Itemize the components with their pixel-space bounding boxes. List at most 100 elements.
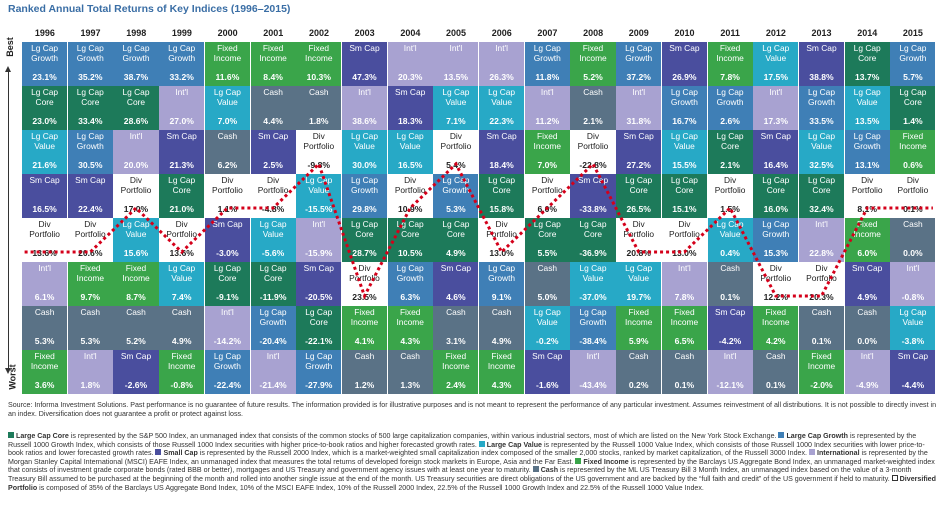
cell-asset-name: Lg Cap Core bbox=[533, 219, 561, 239]
cell-2007-rank-3: Fixed Income 7.0% bbox=[524, 130, 570, 174]
legend-swatch bbox=[575, 457, 582, 464]
cell-2015-rank-7: Lg Cap Value -3.8% bbox=[890, 306, 936, 350]
cell-asset-name: Lg Cap Growth bbox=[533, 43, 561, 63]
cell-asset-name: Lg Cap Value bbox=[350, 131, 378, 151]
cell-return-value: 26.3% bbox=[489, 72, 514, 82]
cell-2001-rank-1: Fixed Income 8.4% bbox=[250, 42, 296, 86]
cell-asset-name: Lg Cap Growth bbox=[259, 307, 287, 327]
cell-asset-name: Div Portfolio bbox=[851, 175, 883, 195]
cell-return-value: 18.3% bbox=[398, 116, 423, 126]
cell-2002-rank-1: Fixed Income 10.3% bbox=[296, 42, 342, 86]
cell-asset-name: Lg Cap Growth bbox=[807, 87, 835, 107]
cell-asset-name: Sm Cap bbox=[440, 263, 472, 273]
cell-1999-rank-2: Int'l 27.0% bbox=[159, 86, 205, 130]
cell-asset-name: Lg Cap Value bbox=[31, 131, 59, 151]
legend-term: Fixed Income bbox=[583, 457, 629, 466]
cell-return-value: 22.4% bbox=[78, 204, 103, 214]
cell-2001-rank-2: Cash 4.4% bbox=[250, 86, 296, 130]
cell-asset-name: Lg Cap Growth bbox=[31, 43, 59, 63]
cell-return-value: 15.5% bbox=[672, 160, 697, 170]
cell-asset-name: Fixed Income bbox=[533, 131, 562, 151]
cell-asset-name: Div Portfolio bbox=[349, 263, 380, 283]
cell-asset-name: Fixed Income bbox=[30, 351, 59, 371]
cell-asset-name: Lg Cap Value bbox=[305, 175, 333, 195]
cell-asset-name: Fixed Income bbox=[122, 263, 150, 283]
cell-asset-name: Fixed Income bbox=[259, 43, 287, 63]
cell-return-value: -2.0% bbox=[810, 380, 833, 390]
cell-return-value: 3.1% bbox=[446, 336, 466, 346]
cell-return-value: -21.4% bbox=[259, 380, 287, 390]
cell-1996-rank-4: Sm Cap 16.5% bbox=[22, 174, 68, 218]
year-label-2012: 2012 bbox=[765, 28, 786, 38]
cell-return-value: 22.8% bbox=[809, 248, 834, 258]
cell-return-value: 5.7% bbox=[903, 72, 923, 82]
cell-2004-rank-2: Sm Cap 18.3% bbox=[387, 86, 433, 130]
cell-return-value: 4.3% bbox=[491, 380, 512, 390]
worst-label: Worst bbox=[7, 364, 18, 390]
cell-2009-rank-4: Lg Cap Core 26.5% bbox=[616, 174, 662, 218]
cell-return-value: 1.1% bbox=[217, 204, 238, 214]
legend-swatch bbox=[8, 432, 14, 438]
cell-return-value: 2.6% bbox=[720, 116, 740, 126]
legend-description: is represented by the Russell 1000 Growt… bbox=[8, 432, 917, 449]
cell-2012-rank-6: Div Portfolio 12.2% bbox=[753, 262, 799, 306]
cell-return-value: -11.9% bbox=[259, 292, 287, 302]
cell-return-value: 18.4% bbox=[489, 160, 514, 170]
cell-return-value: 13.0% bbox=[489, 248, 514, 258]
cell-return-value: 8.7% bbox=[126, 292, 146, 302]
cell-asset-name: Lg Cap Growth bbox=[76, 43, 104, 63]
returns-grid: Lg Cap Growth 23.1% Lg Cap Core 23.0% Lg Cap… bbox=[22, 42, 936, 394]
cell-2000-rank-2: Lg Cap Value 7.0% bbox=[204, 86, 250, 130]
cell-return-value: -12.1% bbox=[716, 380, 744, 390]
cell-2001-rank-5: Lg Cap Value -5.6% bbox=[250, 218, 296, 262]
cell-asset-name: Fixed Income bbox=[899, 131, 927, 151]
cell-2001-rank-8: Int'l -21.4% bbox=[250, 350, 296, 394]
cell-1997-rank-2: Lg Cap Core 33.4% bbox=[67, 86, 113, 130]
cell-asset-name: Lg Cap Growth bbox=[625, 43, 653, 63]
cell-return-value: 6.3% bbox=[400, 292, 420, 302]
cell-asset-name: Cash bbox=[583, 87, 603, 97]
legend-swatch bbox=[532, 466, 539, 473]
cell-2014-rank-3: Lg Cap Growth 13.1% bbox=[844, 130, 890, 174]
cell-asset-name: Cash bbox=[309, 87, 329, 97]
cell-asset-name: Div Portfolio bbox=[897, 175, 929, 195]
cell-return-value: 4.1% bbox=[354, 336, 375, 346]
cell-1999-rank-3: Sm Cap 21.3% bbox=[159, 130, 205, 174]
cell-return-value: 29.8% bbox=[352, 204, 377, 214]
cell-asset-name: Sm Cap bbox=[303, 263, 334, 273]
cell-asset-name: Sm Cap bbox=[623, 131, 654, 141]
cell-2005-rank-5: Lg Cap Core 4.9% bbox=[433, 218, 479, 262]
cell-return-value: 5.3% bbox=[80, 336, 101, 346]
cell-return-value: 20.6% bbox=[78, 248, 103, 258]
cell-asset-name: Fixed Income bbox=[350, 307, 379, 327]
cell-return-value: 47.3% bbox=[352, 72, 377, 82]
cell-2003-rank-8: Cash 1.2% bbox=[341, 350, 388, 394]
cell-asset-name: Sm Cap bbox=[212, 219, 243, 229]
cell-return-value: 1.4% bbox=[903, 116, 923, 126]
cell-2010-rank-2: Lg Cap Growth 16.7% bbox=[661, 86, 707, 130]
cell-return-value: 30.0% bbox=[352, 160, 377, 170]
cell-2006-rank-2: Lg Cap Value 22.3% bbox=[479, 86, 525, 130]
cell-2012-rank-8: Cash 0.1% bbox=[753, 350, 799, 394]
cell-asset-name: Int'l bbox=[403, 43, 417, 53]
cell-1998-rank-6: Fixed Income 8.7% bbox=[113, 262, 159, 306]
cell-return-value: 38.7% bbox=[123, 72, 149, 82]
cell-return-value: 20.8% bbox=[626, 248, 651, 258]
cell-asset-name: Lg Cap Growth bbox=[305, 351, 333, 371]
cell-1998-rank-8: Sm Cap -2.6% bbox=[113, 350, 159, 394]
cell-2002-rank-6: Sm Cap -20.5% bbox=[296, 262, 342, 306]
cell-asset-name: Lg Cap Growth bbox=[213, 351, 241, 371]
cell-2001-rank-6: Lg Cap Core -11.9% bbox=[250, 262, 296, 306]
cell-asset-name: Lg Cap Core bbox=[579, 219, 607, 239]
cell-return-value: 5.9% bbox=[628, 336, 649, 346]
legend-term: Cash bbox=[540, 466, 559, 475]
cell-1997-rank-4: Sm Cap 22.4% bbox=[67, 174, 113, 218]
year-label-2010: 2010 bbox=[674, 28, 695, 38]
best-label: Best bbox=[4, 37, 15, 57]
legend-swatch bbox=[478, 440, 485, 447]
cell-2008-rank-5: Lg Cap Core -36.9% bbox=[570, 218, 616, 262]
cell-2003-rank-2: Int'l 38.6% bbox=[341, 86, 388, 130]
cell-2010-rank-1: Sm Cap 26.9% bbox=[661, 42, 707, 86]
legend-description: is represented by the ML US Treasury Bil… bbox=[8, 466, 912, 483]
cell-2012-rank-2: Int'l 17.3% bbox=[753, 86, 799, 130]
